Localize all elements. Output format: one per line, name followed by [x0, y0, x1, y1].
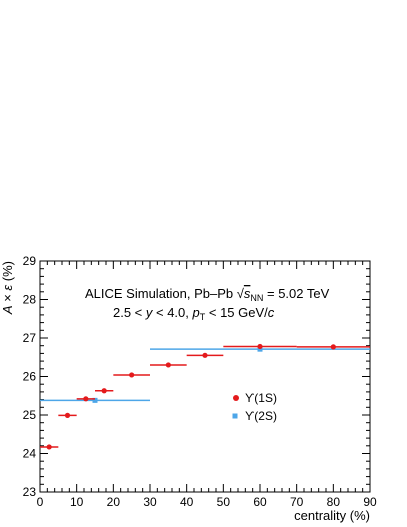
- data-marks: [40, 343, 370, 450]
- svg-text:A × ε (%): A × ε (%): [0, 261, 15, 315]
- annotation-line1: ALICE Simulation, Pb–Pb √sNN = 5.02 TeV: [85, 286, 330, 303]
- upsilon-1s-point: [202, 352, 208, 358]
- x-tick-label: 70: [290, 495, 304, 509]
- x-tick-label: 40: [180, 495, 194, 509]
- x-tick-label: 0: [37, 495, 44, 509]
- y-tick-label: 26: [23, 370, 37, 384]
- upsilon-1s-point: [330, 344, 336, 350]
- x-axis-label: centrality (%): [294, 508, 370, 523]
- y-tick-label: 29: [23, 254, 37, 268]
- legend: ϒ(1S) ϒ(2S): [232, 391, 277, 423]
- x-tick-label: 50: [217, 495, 231, 509]
- legend-label-2s: ϒ(2S): [245, 409, 277, 423]
- y-tick-label: 24: [23, 447, 37, 461]
- legend-marker-1s: [233, 395, 239, 401]
- upsilon-1s-point: [83, 396, 89, 402]
- x-tick-label: 10: [70, 495, 84, 509]
- legend-marker-2s: [232, 413, 238, 419]
- upsilon-2s-point: [92, 397, 98, 403]
- axis-ticks: 0 10 20 30 40 50 60 70 80 90 23 24 25 26 27 28 29: [23, 254, 377, 509]
- legend-label-1s: ϒ(1S): [245, 391, 277, 405]
- upsilon-1s-point: [129, 372, 135, 378]
- upsilon-1s-point: [165, 362, 171, 368]
- x-tick-label: 90: [363, 495, 377, 509]
- annotation-line2: 2.5 < y < 4.0, pT < 15 GeV/c: [113, 305, 275, 322]
- x-tick-label: 30: [143, 495, 157, 509]
- y-tick-label: 25: [23, 408, 37, 422]
- y-tick-label: 23: [23, 485, 37, 499]
- x-tick-label: 60: [253, 495, 267, 509]
- upsilon-1s-point: [64, 412, 71, 418]
- x-tick-label: 80: [327, 495, 341, 509]
- upsilon-1s-point: [101, 388, 107, 394]
- y-axis-label: A × ε (%): [0, 261, 15, 315]
- upsilon-2s-point: [257, 346, 263, 352]
- y-tick-label: 28: [23, 293, 37, 307]
- upsilon-1s-point: [257, 343, 263, 350]
- upsilon-1s-point: [46, 444, 52, 450]
- x-tick-label: 20: [107, 495, 121, 509]
- y-tick-label: 27: [23, 331, 37, 345]
